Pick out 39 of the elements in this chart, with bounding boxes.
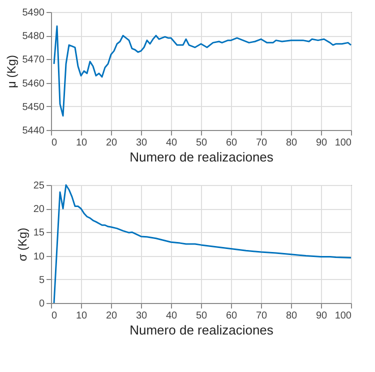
line-series (53, 25, 352, 117)
y-tick-label: 0 (38, 298, 45, 310)
x-tick-label: 20 (106, 310, 118, 322)
x-tick-label: 50 (196, 310, 208, 322)
x-tick-label: 0 (52, 310, 58, 322)
x-tick-label: 20 (106, 138, 118, 148)
x-tick-label: 90 (316, 138, 328, 148)
x-tick-label: 10 (76, 310, 88, 322)
y-axis-title: σ (Kg) (15, 228, 30, 262)
x-tick-label: 100 (334, 310, 352, 322)
y-tick-label: 5470 (22, 54, 45, 66)
y-tick-label: 5440 (22, 126, 45, 136)
x-tick-label: 100 (334, 138, 352, 148)
y-tick-label: 15 (33, 228, 45, 239)
x-tick-label: 70 (256, 138, 268, 148)
x-tick-label: 40 (166, 138, 178, 148)
y-tick-label: 20 (33, 204, 45, 216)
x-tick-label: 60 (226, 138, 238, 148)
y-tick-label: 5480 (22, 31, 45, 42)
x-tick-label: 70 (256, 310, 268, 322)
y-tick-label: 25 (33, 180, 45, 192)
x-tick-label: 60 (226, 310, 238, 322)
y-tick-label: 10 (33, 251, 45, 262)
x-tick-label: 80 (286, 310, 298, 322)
x-axis-title: Numero de realizaciones (130, 322, 274, 338)
x-axis-title: Numero de realizaciones (130, 150, 274, 164)
x-tick-label: 50 (196, 138, 208, 148)
y-axis-title: μ (Kg) (4, 55, 18, 88)
x-tick-label: 40 (166, 310, 178, 322)
y-tick-label: 5450 (22, 102, 45, 113)
x-tick-label: 10 (76, 138, 88, 148)
y-tick-label: 5 (38, 274, 45, 286)
x-tick-label: 0 (52, 138, 58, 148)
y-tick-label: 5490 (22, 8, 45, 18)
y-tick-label: 5460 (22, 78, 45, 90)
x-tick-label: 30 (136, 310, 148, 322)
x-tick-label: 90 (316, 310, 328, 322)
x-tick-label: 80 (286, 138, 298, 148)
x-tick-label: 30 (136, 138, 148, 148)
